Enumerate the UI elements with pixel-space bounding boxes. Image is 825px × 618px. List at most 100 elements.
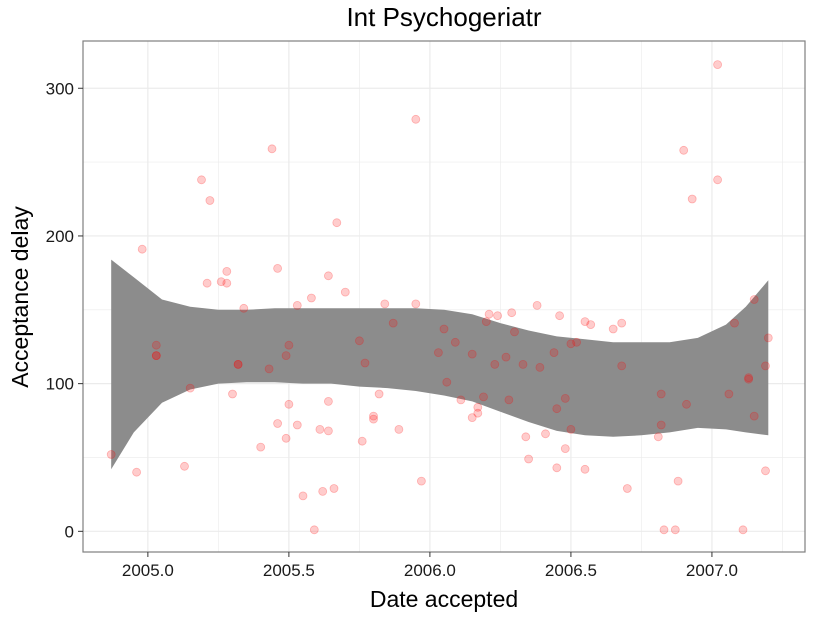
data-point — [329, 484, 339, 493]
data-point — [411, 114, 421, 124]
data-point — [653, 432, 663, 442]
data-point — [580, 464, 590, 474]
data-point — [228, 389, 237, 399]
data-point — [256, 442, 266, 452]
data-point — [151, 340, 161, 350]
data-point — [284, 340, 294, 350]
data-point — [608, 324, 618, 334]
data-point — [724, 389, 734, 399]
data-point — [388, 318, 398, 328]
data-point — [713, 60, 722, 69]
data-point — [106, 450, 116, 459]
data-point — [738, 525, 748, 535]
data-point — [532, 300, 542, 310]
data-point — [481, 317, 491, 327]
y-tick-label: 200 — [46, 227, 74, 246]
x-tick-label: 2006.0 — [404, 561, 456, 580]
data-point — [411, 299, 421, 309]
data-point — [524, 454, 533, 464]
data-point — [673, 476, 683, 486]
data-point — [473, 402, 483, 412]
y-axis: 0 100 200 300 — [46, 79, 83, 541]
data-point — [239, 303, 249, 313]
confidence-band-area — [111, 259, 769, 470]
data-point — [467, 349, 477, 359]
data-point — [484, 309, 494, 319]
data-point — [323, 396, 333, 406]
data-point — [552, 463, 562, 473]
data-point — [216, 277, 226, 287]
data-point — [549, 348, 559, 358]
data-point — [656, 420, 666, 430]
chart-title: Int Psychogeriatr — [346, 2, 541, 32]
data-point — [273, 419, 283, 428]
data-point — [679, 145, 689, 155]
data-point — [552, 404, 562, 414]
data-point — [281, 351, 291, 361]
data-point — [713, 175, 722, 185]
data-point — [617, 361, 627, 371]
data-point — [518, 359, 528, 369]
smooth-confidence-band — [111, 259, 769, 470]
data-point — [490, 359, 500, 369]
data-point — [442, 377, 452, 387]
data-point — [292, 300, 302, 310]
data-point — [137, 244, 147, 254]
data-point — [323, 271, 333, 281]
data-point — [292, 420, 302, 430]
data-point — [521, 432, 531, 442]
data-point — [450, 337, 460, 347]
data-point — [197, 175, 206, 185]
data-point — [467, 413, 477, 423]
data-points — [106, 60, 773, 535]
data-point — [761, 466, 770, 476]
data-point — [180, 461, 189, 471]
data-point — [682, 399, 691, 409]
data-point — [617, 318, 627, 328]
y-axis-title: Acceptance delay — [7, 206, 33, 388]
data-point — [202, 278, 212, 288]
data-point — [318, 486, 328, 496]
data-point — [281, 433, 291, 443]
data-point — [433, 348, 443, 358]
data-point — [479, 392, 488, 402]
data-point — [416, 476, 426, 486]
y-tick-label: 0 — [65, 522, 74, 541]
data-point — [340, 287, 350, 297]
x-tick-label: 2005.0 — [122, 561, 174, 580]
data-point — [763, 333, 773, 343]
data-point — [507, 308, 517, 318]
data-point — [151, 351, 161, 361]
data-point — [504, 395, 514, 405]
data-point — [659, 525, 669, 535]
x-tick-label: 2005.5 — [263, 561, 315, 580]
data-point — [566, 424, 576, 434]
data-point — [315, 424, 325, 434]
data-point — [323, 426, 333, 436]
data-point — [273, 263, 283, 273]
data-point — [761, 361, 770, 371]
data-point — [493, 311, 503, 321]
x-axis-title: Date accepted — [370, 586, 518, 612]
data-point — [222, 278, 232, 288]
y-tick-label: 300 — [46, 79, 74, 98]
data-point — [309, 525, 319, 535]
data-point — [744, 374, 753, 384]
data-point — [233, 359, 243, 369]
data-point — [749, 411, 759, 421]
data-point — [298, 491, 308, 501]
data-point — [264, 364, 274, 374]
data-point — [439, 324, 449, 334]
data-point — [541, 429, 550, 439]
data-point — [586, 320, 596, 330]
data-point — [749, 295, 759, 304]
panel-border — [82, 40, 806, 553]
data-point — [560, 444, 570, 454]
data-point — [456, 395, 466, 405]
data-point — [233, 359, 243, 369]
data-point — [555, 311, 564, 321]
data-point — [306, 293, 316, 303]
data-point — [205, 196, 215, 205]
data-point — [374, 389, 384, 399]
